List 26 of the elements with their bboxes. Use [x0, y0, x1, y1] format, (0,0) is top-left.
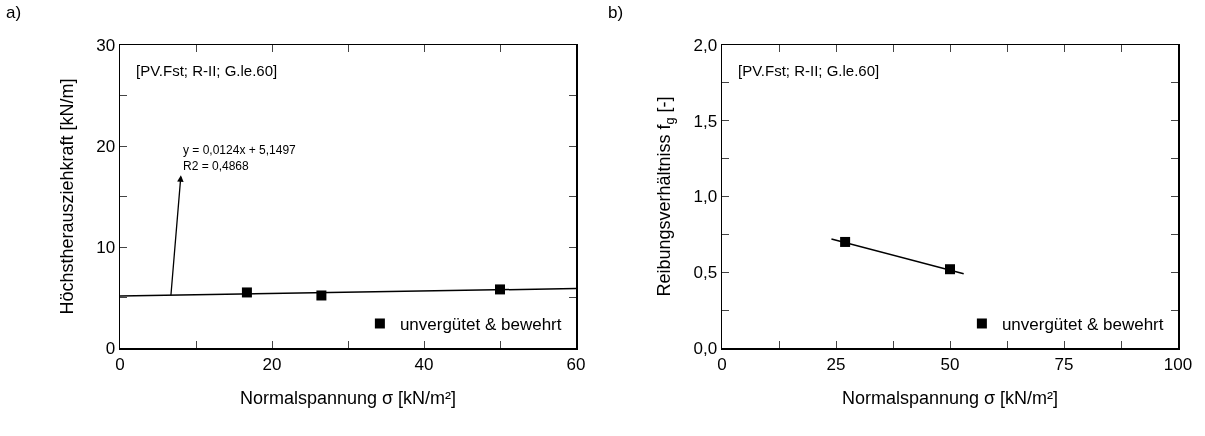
y-tick-label: 0 [105, 338, 116, 358]
y-tick-label: 0,0 [693, 338, 718, 358]
y-axis-title: Höchstherausziehkraft [kN/m] [56, 78, 77, 315]
legend-label: unvergütet & bewehrt [1001, 315, 1164, 335]
legend-label: unvergütet & bewehrt [399, 315, 562, 335]
y-tick-label: 20 [96, 136, 116, 156]
annotation: [PV.Fst; R-II; G.le.60] [738, 62, 880, 79]
x-tick-label: 100 [1163, 354, 1193, 374]
y-tick-label: 30 [96, 35, 116, 55]
x-axis-title: Normalspannung σ [kN/m²] [841, 387, 1059, 408]
y-tick-label: 0,5 [693, 263, 718, 283]
x-tick-label: 25 [826, 354, 846, 374]
x-axis-title: Normalspannung σ [kN/m²] [239, 387, 457, 408]
x-tick-label: 20 [262, 354, 282, 374]
chart-title: b) [608, 3, 624, 23]
x-tick-label: 75 [1054, 354, 1074, 374]
chart-title: a) [6, 3, 22, 23]
y-tick-label: 1,0 [693, 187, 718, 207]
y-tick-label: 10 [96, 237, 116, 257]
x-tick-label: 50 [940, 354, 960, 374]
x-tick-label: 40 [414, 354, 434, 374]
annotation: [PV.Fst; R-II; G.le.60] [136, 62, 278, 79]
x-tick-label: 60 [566, 354, 586, 374]
annotation: y = 0,0124x + 5,1497 R2 = 0,4868 [183, 143, 297, 173]
y-tick-label: 2,0 [693, 35, 718, 55]
y-tick-label: 1,5 [693, 111, 718, 131]
